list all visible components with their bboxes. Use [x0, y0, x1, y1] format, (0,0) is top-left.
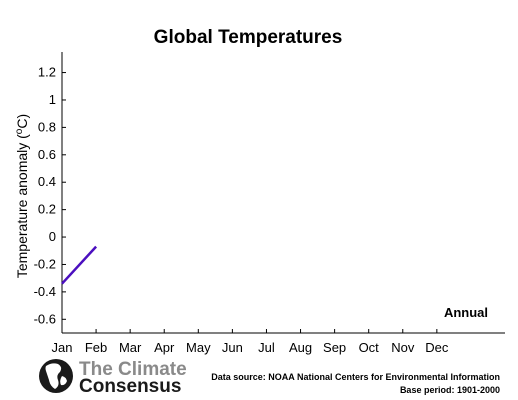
series-layer — [61, 245, 98, 285]
y-axis-label: Temperature anomaly (oC) — [14, 114, 30, 278]
x-tick-label: Mar — [119, 340, 142, 355]
y-tick-label: 0.6 — [38, 147, 56, 162]
logo-line1: The Climate — [79, 359, 187, 380]
x-tick-label: Jun — [222, 340, 243, 355]
x-tick-label: Sep — [323, 340, 346, 355]
x-tick-label: Jan — [52, 340, 73, 355]
x-tick-label: Dec — [425, 340, 449, 355]
base-period-text: Base period: 1901-2000 — [400, 385, 500, 395]
data-source-text: Data source: NOAA National Centers for E… — [211, 372, 500, 382]
x-tick-label: Oct — [359, 340, 380, 355]
x-tick-label: Apr — [154, 340, 175, 355]
y-tick-label: 0.4 — [38, 174, 56, 189]
y-ticks: 1.2 1 0.8 0.6 0.4 0.2 0 -0.2 -0.4 -0.6 — [34, 65, 66, 326]
y-tick-label: 0.2 — [38, 202, 56, 217]
x-tick-label: Aug — [289, 340, 312, 355]
y-tick-label: 0.8 — [38, 119, 56, 134]
x-tick-label: Nov — [391, 340, 415, 355]
x-tick-label: Feb — [85, 340, 107, 355]
x-tick-label: May — [186, 340, 211, 355]
chart-title: Global Temperatures — [154, 27, 343, 48]
y-tick-label: -0.4 — [34, 284, 56, 299]
y-tick-label: -0.2 — [34, 256, 56, 271]
y-tick-label: -0.6 — [34, 311, 56, 326]
axes — [61, 52, 505, 334]
logo: The Climate Consensus — [39, 359, 187, 397]
y-tick-label: 1 — [49, 92, 56, 107]
annual-annotation: Annual — [444, 305, 488, 320]
y-tick-label: 0 — [49, 229, 56, 244]
x-ticks: Jan Feb Mar Apr May Jun Jul Aug Sep Oct Nov Dec — [52, 329, 449, 355]
globe-icon — [39, 359, 73, 393]
x-tick-label: Jul — [258, 340, 275, 355]
series-line — [61, 245, 98, 285]
y-tick-label: 1.2 — [38, 65, 56, 80]
logo-line2: Consensus — [79, 376, 181, 397]
